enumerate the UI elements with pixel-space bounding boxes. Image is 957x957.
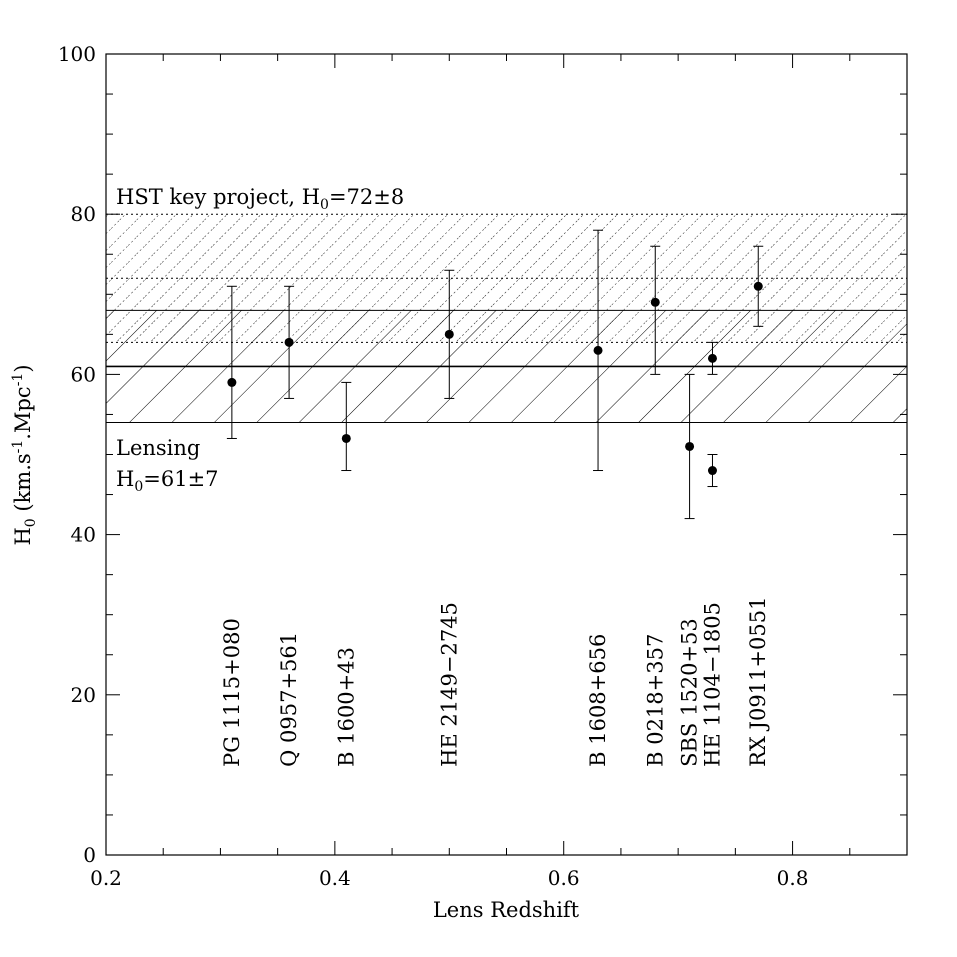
y-tick-label: 100 — [58, 42, 96, 66]
hst-annotation-suffix: =72±8 — [329, 185, 404, 209]
lens-labels: PG 1115+080 Q 0957+561 B 1600+43 HE 2149−27… — [220, 597, 770, 767]
lensing-annotation-suffix: =61±7 — [143, 467, 218, 491]
data-point — [284, 337, 294, 347]
lens-label: Q 0957+561 — [277, 632, 301, 767]
y-axis-title-mid: .Mpc — [11, 386, 35, 439]
y-axis-title-sub: 0 — [23, 518, 39, 527]
lens-label: B 1600+43 — [334, 647, 358, 767]
y-tick-label: 40 — [71, 523, 96, 547]
hst-annotation-prefix: HST key project, H — [116, 185, 320, 209]
lens-label: B 0218+357 — [643, 634, 667, 767]
data-point — [227, 377, 237, 387]
y-axis-title-sup1: -1 — [10, 440, 26, 454]
y-axis-title-sup2: -1 — [10, 373, 26, 387]
x-axis-title: Lens Redshift — [433, 898, 580, 922]
x-tick-label: 0.8 — [777, 866, 809, 890]
ticks: 0 20 40 60 80 100 0.2 0.4 0.6 0.8 — [58, 42, 908, 890]
axes: 0 20 40 60 80 100 0.2 0.4 0.6 0.8 — [58, 42, 908, 890]
lens-label: SBS 1520+53 — [678, 618, 702, 767]
y-axis-title-end: ) — [11, 364, 35, 372]
y-axis-title-main: H — [11, 527, 35, 545]
data-point — [753, 281, 763, 291]
y-tick-label: 0 — [83, 843, 96, 867]
lens-label: PG 1115+080 — [220, 618, 244, 767]
lens-label: B 1608+656 — [586, 634, 610, 767]
data-point — [685, 441, 695, 451]
lensing-annotation-sub: 0 — [134, 479, 143, 495]
y-tick-label: 80 — [71, 202, 96, 226]
lens-label: RX J0911+0551 — [746, 597, 770, 767]
data-point — [650, 297, 660, 307]
lensing-annotation-line2: H0=61±7 — [116, 467, 219, 495]
y-tick-label: 20 — [71, 683, 96, 707]
data-point — [593, 345, 603, 355]
lensing-annotation-prefix: H — [116, 467, 134, 491]
data-point — [341, 433, 351, 443]
lens-label: HE 1104−1805 — [700, 602, 724, 767]
lensing-annotation-line1: Lensing — [116, 436, 200, 460]
data-point — [444, 329, 454, 339]
hst-annotation: HST key project, H0=72±8 — [116, 185, 404, 213]
lens-label: HE 2149−2745 — [437, 602, 461, 767]
y-axis-title: H0 (km.s-1.Mpc-1) — [10, 364, 39, 545]
y-axis-title-rest: (km.s — [11, 453, 35, 518]
bands-layer — [106, 213, 907, 423]
data-point — [707, 466, 717, 476]
data-point — [707, 353, 717, 363]
x-tick-label: 0.4 — [319, 866, 351, 890]
x-tick-label: 0.6 — [548, 866, 580, 890]
hst-annotation-sub: 0 — [320, 197, 329, 213]
data-points — [226, 229, 764, 520]
y-tick-label: 60 — [71, 362, 96, 386]
x-tick-label: 0.2 — [90, 866, 122, 890]
